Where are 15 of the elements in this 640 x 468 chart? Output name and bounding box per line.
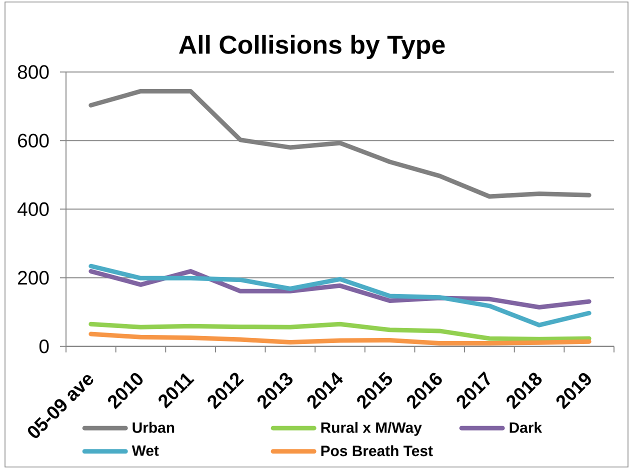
y-tick-label: 800 (18, 65, 49, 79)
y-tick-label: 0 (39, 340, 49, 354)
legend-label: Pos Breath Test (321, 445, 433, 456)
line-series (88, 332, 592, 346)
y-tick-label: 600 (18, 134, 49, 148)
chart-title: All Collisions by Type (179, 34, 445, 60)
legend-label: Rural x M/Way (321, 422, 422, 436)
line-series (88, 88, 592, 199)
y-tick-label: 400 (18, 202, 49, 216)
y-tick-label: 200 (18, 270, 49, 285)
legend-label: Dark (510, 422, 542, 433)
legend-label: Wet (132, 445, 159, 456)
line-series (88, 264, 592, 328)
line-series (88, 322, 592, 342)
legend-label: Urban (132, 422, 174, 433)
